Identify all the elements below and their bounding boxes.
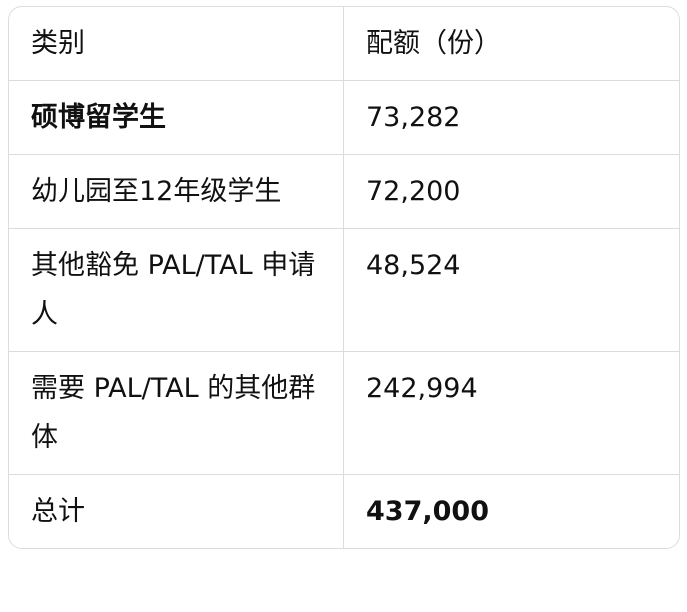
table-row: 幼儿园至12年级学生 72,200 xyxy=(9,154,679,229)
row-category: 其他豁免 PAL/TAL 申请人 xyxy=(9,228,344,352)
row-quota: 72,200 xyxy=(343,154,679,229)
row-quota: 73,282 xyxy=(343,80,679,155)
table-row: 硕博留学生 73,282 xyxy=(9,80,679,155)
table-row: 其他豁免 PAL/TAL 申请人 48,524 xyxy=(9,228,679,352)
total-label: 总计 xyxy=(9,474,344,548)
header-quota: 配额（份） xyxy=(343,7,679,81)
quota-table: 类别 配额（份） 硕博留学生 73,282 幼儿园至12年级学生 72,200 … xyxy=(8,6,680,549)
row-category: 需要 PAL/TAL 的其他群体 xyxy=(9,351,344,475)
total-row: 总计 437,000 xyxy=(9,474,679,548)
row-category: 幼儿园至12年级学生 xyxy=(9,154,344,229)
header-category: 类别 xyxy=(9,7,344,81)
row-quota: 48,524 xyxy=(343,228,679,352)
row-category: 硕博留学生 xyxy=(9,80,344,155)
table-row: 需要 PAL/TAL 的其他群体 242,994 xyxy=(9,351,679,475)
total-value: 437,000 xyxy=(366,496,489,527)
table-header-row: 类别 配额（份） xyxy=(9,7,679,81)
row-quota: 242,994 xyxy=(343,351,679,475)
